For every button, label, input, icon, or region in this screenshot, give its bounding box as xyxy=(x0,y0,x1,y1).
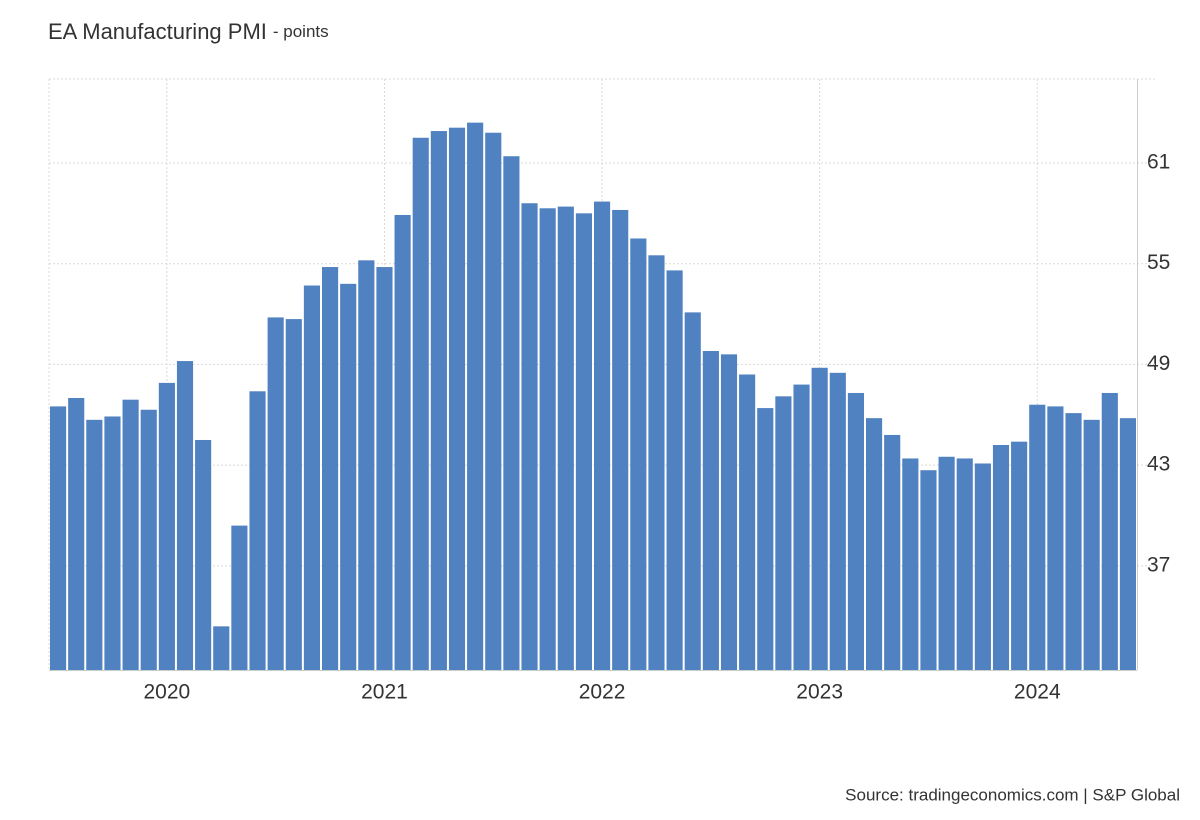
y-tick-label: 55 xyxy=(1147,251,1170,274)
x-tick-label: 2022 xyxy=(579,681,626,704)
x-tick-label: 2021 xyxy=(361,681,408,704)
bar xyxy=(122,399,139,670)
bar xyxy=(1011,441,1028,670)
bar xyxy=(213,626,230,670)
bar xyxy=(249,391,266,670)
bar xyxy=(50,406,67,670)
bar xyxy=(430,131,447,671)
bar xyxy=(612,209,629,671)
bar xyxy=(648,255,665,671)
chart-title-group: EA Manufacturing PMI - points xyxy=(48,19,329,44)
bar xyxy=(503,156,520,670)
bar xyxy=(340,283,357,670)
bar xyxy=(1047,406,1064,670)
bar xyxy=(684,312,701,670)
bar xyxy=(176,361,194,670)
bar xyxy=(757,408,774,670)
bar xyxy=(303,285,320,670)
source: Source: tradingeconomics.com | S&P Globa… xyxy=(845,785,1180,804)
bar xyxy=(630,238,647,670)
bar xyxy=(394,214,411,670)
bar xyxy=(811,367,828,670)
bar xyxy=(68,398,85,670)
bar xyxy=(920,470,937,670)
bar xyxy=(557,206,574,670)
bar xyxy=(104,416,121,670)
bar xyxy=(140,409,157,670)
bar xyxy=(956,458,973,670)
bar xyxy=(376,267,393,670)
bar xyxy=(884,434,901,670)
bar xyxy=(829,372,846,670)
bar xyxy=(775,396,792,670)
bar xyxy=(666,270,683,670)
bar xyxy=(539,208,556,670)
bar xyxy=(285,319,302,670)
chart-title: EA Manufacturing PMI xyxy=(48,19,267,44)
bar xyxy=(974,463,991,670)
y-tick-label: 61 xyxy=(1147,150,1170,173)
bar xyxy=(322,267,339,670)
y-tick-label: 43 xyxy=(1147,453,1170,476)
bar xyxy=(1083,419,1100,670)
chart-unit: - points xyxy=(273,22,329,41)
bar xyxy=(1029,404,1046,670)
bar xyxy=(1065,413,1082,670)
bar xyxy=(992,445,1010,670)
bar xyxy=(702,350,719,670)
bar xyxy=(358,260,375,670)
y-tick-label: 37 xyxy=(1147,553,1170,576)
bar xyxy=(739,374,756,670)
y-tick-label: 49 xyxy=(1147,352,1170,375)
x-tick-label: 2024 xyxy=(1014,681,1061,704)
bar xyxy=(231,525,248,670)
bar xyxy=(1119,418,1136,670)
bar xyxy=(594,201,611,670)
bar xyxy=(467,122,484,670)
x-tick-label: 2023 xyxy=(796,681,843,704)
bar xyxy=(195,439,212,670)
bar xyxy=(448,127,466,671)
bar xyxy=(267,317,284,670)
x-tick-label: 2020 xyxy=(144,681,191,704)
bar xyxy=(412,137,429,670)
bar xyxy=(575,213,592,670)
bar xyxy=(793,384,810,670)
bar xyxy=(902,458,919,670)
bar xyxy=(866,418,883,670)
bar xyxy=(521,203,538,670)
bar xyxy=(847,392,864,670)
bar xyxy=(158,382,175,670)
bar xyxy=(720,354,738,670)
bar xyxy=(86,419,103,670)
bar xyxy=(938,456,955,670)
bar xyxy=(485,132,502,670)
bar xyxy=(1101,392,1118,670)
